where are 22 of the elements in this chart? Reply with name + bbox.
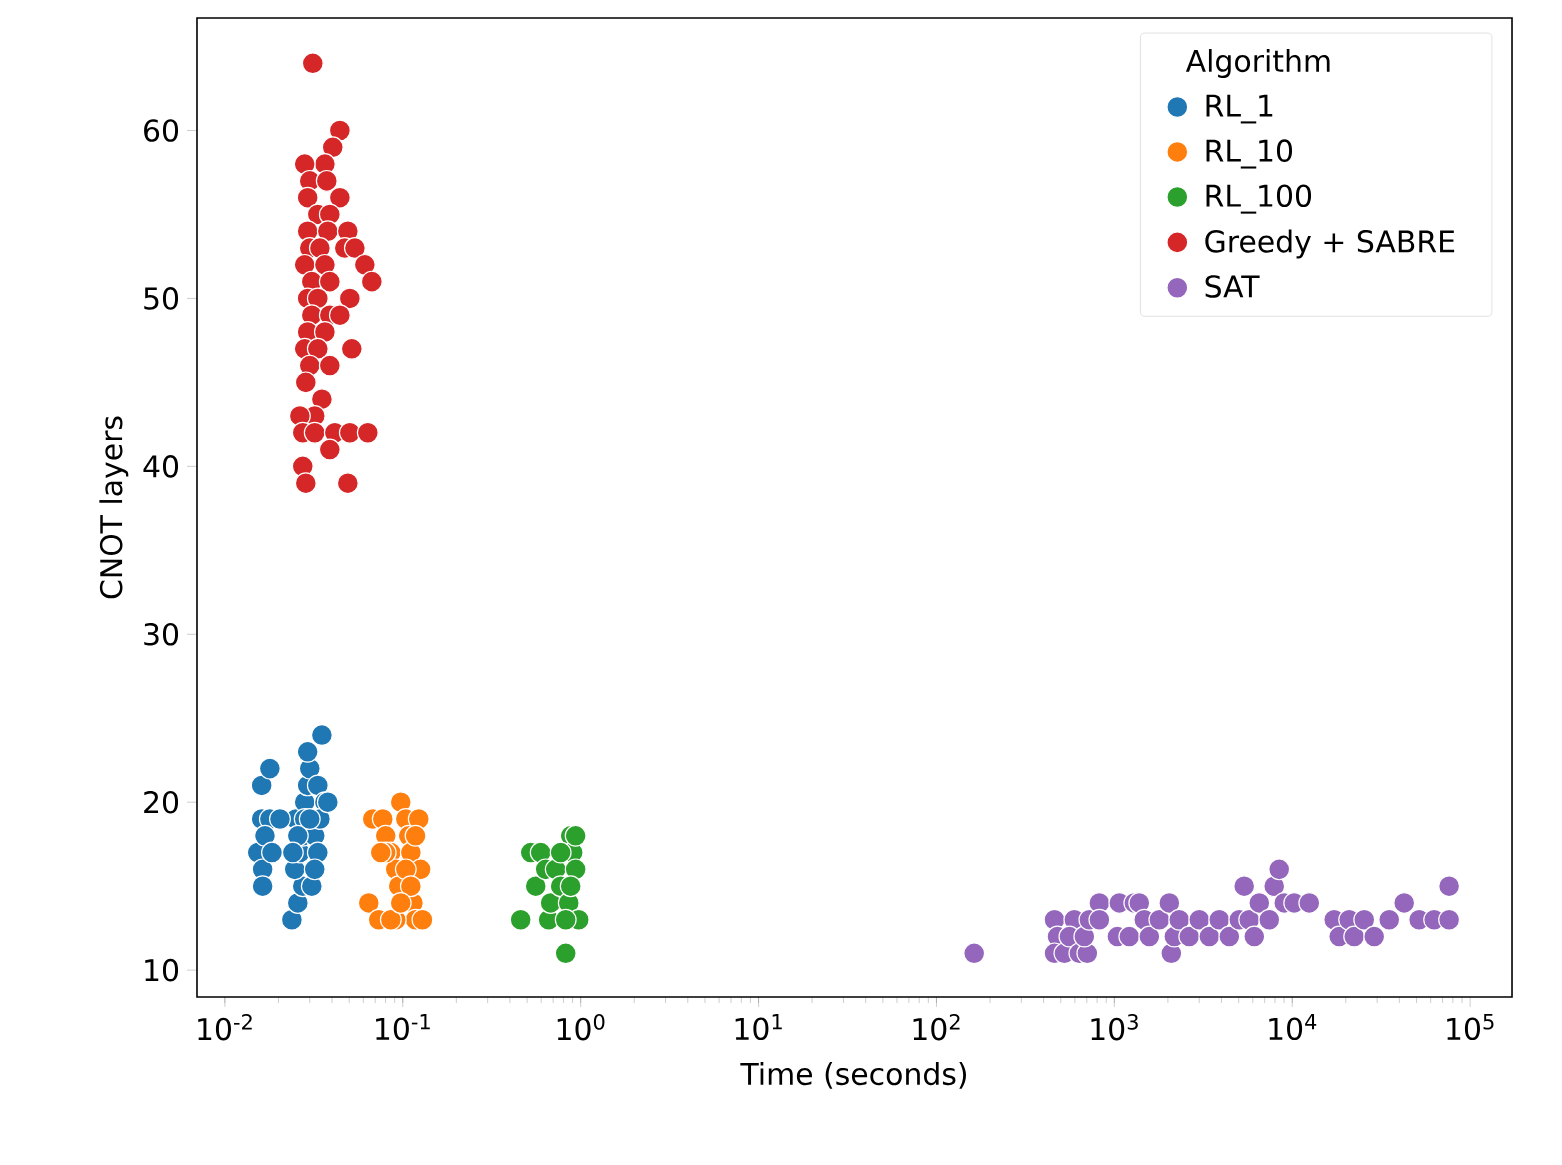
y-tick-label: 30 (144, 622, 179, 646)
y-tick-label: 50 (144, 287, 179, 310)
legend-label: RL_1 (1206, 94, 1273, 124)
y-tick-label: 20 (144, 790, 179, 814)
x-tick-label: 10$^{-2}$ (198, 1014, 252, 1041)
x-tick-label: 10$^{-1}$ (376, 1014, 430, 1041)
legend-label: SAT (1205, 275, 1260, 298)
x-tick-label: 10$^{4}$ (1269, 1014, 1317, 1041)
x-tick-label: 10$^{3}$ (1091, 1014, 1138, 1041)
y-tick-label: 40 (143, 455, 179, 478)
y-tick-label: 60 (144, 119, 179, 142)
legend-label: Greedy + SABRE (1205, 229, 1455, 259)
x-tick-label: 10$^{2}$ (913, 1014, 960, 1041)
legend-label: RL_100 (1206, 184, 1312, 214)
legend-title: Algorithm (1185, 49, 1330, 78)
y-axis-title: CNOT layers (99, 416, 129, 599)
x-axis-title: Time (seconds) (740, 1062, 967, 1089)
x-tick-label: 10$^{1}$ (735, 1014, 782, 1041)
x-tick-label: 10$^{5}$ (1447, 1014, 1494, 1041)
x-tick-label: 10$^{0}$ (557, 1014, 605, 1041)
y-tick-label: 10 (145, 958, 179, 982)
legend-label: RL_10 (1206, 139, 1293, 169)
